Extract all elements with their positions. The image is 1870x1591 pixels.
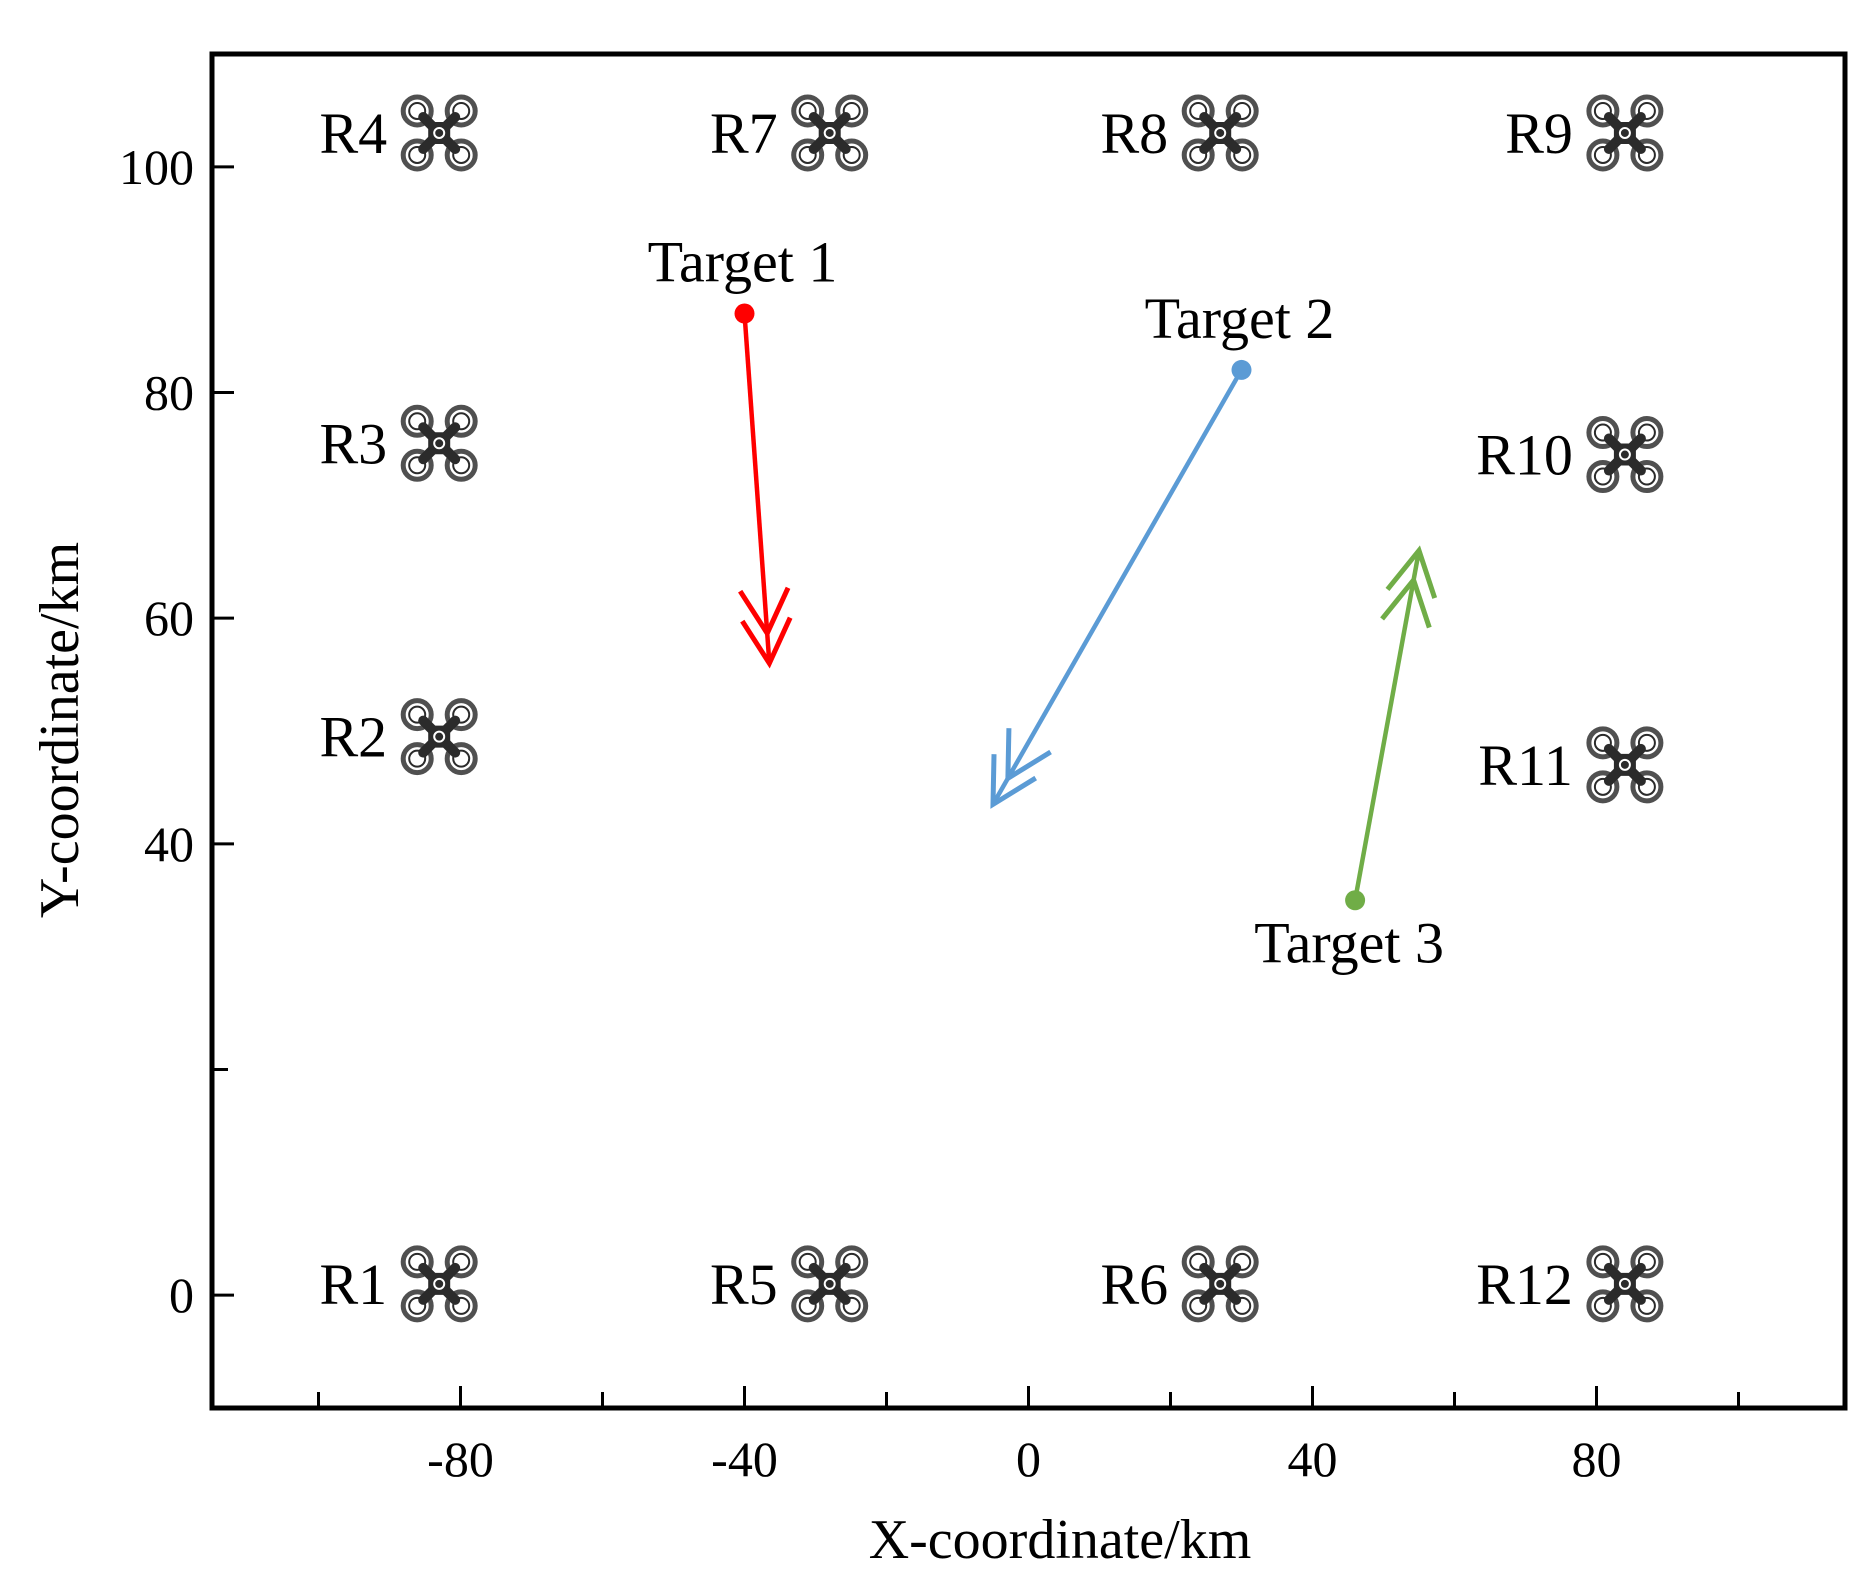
radar-label: R2 — [320, 705, 388, 770]
radar-r7: R7 — [710, 97, 866, 169]
arrowhead — [738, 586, 791, 639]
radar-r1: R1 — [320, 1248, 476, 1320]
radar-label: R11 — [1478, 733, 1573, 798]
x-tick-label: 0 — [1016, 1431, 1041, 1487]
radar-label: R6 — [1101, 1252, 1169, 1317]
radar-stations: R1 R2 R3 R4 R5 R6 R7 R8 R9 R10 R11 R12 — [320, 97, 1661, 1320]
radar-label: R7 — [710, 101, 778, 166]
radar-r11: R11 — [1478, 729, 1661, 801]
y-axis-ticks: 0 40 60 80 100 — [119, 139, 234, 1323]
radar-r8: R8 — [1101, 97, 1257, 169]
plot-frame — [209, 51, 1848, 1411]
radar-label: R12 — [1476, 1252, 1573, 1317]
radar-r4: R4 — [320, 97, 476, 169]
radar-r5: R5 — [710, 1248, 866, 1320]
radar-r2: R2 — [320, 701, 476, 773]
track-line — [1352, 550, 1422, 901]
radar-label: R10 — [1476, 423, 1573, 488]
radar-label: R1 — [320, 1252, 388, 1317]
target-start-point — [1231, 359, 1252, 380]
x-axis-ticks: -80 -40 0 40 80 — [317, 1386, 1740, 1487]
target-label: Target 1 — [648, 230, 838, 295]
y-tick-label: 100 — [119, 139, 194, 195]
target-start-point — [734, 303, 755, 324]
x-tick-label: -40 — [711, 1431, 778, 1487]
target-label: Target 3 — [1254, 910, 1444, 975]
y-tick-label: 40 — [144, 816, 194, 872]
y-tick-label: 60 — [144, 590, 194, 646]
y-tick-label: 80 — [144, 365, 194, 421]
arrowhead — [1385, 545, 1438, 599]
radar-r6: R6 — [1101, 1248, 1257, 1320]
y-tick-label: 0 — [169, 1267, 194, 1323]
x-tick-label: 40 — [1288, 1431, 1338, 1487]
arrowhead — [1005, 728, 1052, 783]
radar-label: R8 — [1101, 101, 1169, 166]
radar-label: R5 — [710, 1252, 778, 1317]
target-track-3: Target 3 — [1254, 545, 1444, 975]
radar-r9: R9 — [1505, 97, 1661, 169]
track-line — [742, 313, 772, 664]
radar-r3: R3 — [320, 407, 476, 479]
radar-r10: R10 — [1476, 419, 1661, 491]
arrowhead — [740, 616, 793, 669]
radar-label: R4 — [320, 101, 388, 166]
target-track-1: Target 1 — [648, 230, 838, 669]
arrowhead — [1380, 574, 1432, 629]
track-line — [991, 368, 1244, 806]
target-tracks: Target 1 Target 2 Target 3 — [648, 230, 1444, 976]
target-label: Target 2 — [1145, 286, 1335, 351]
x-tick-label: -80 — [427, 1431, 494, 1487]
x-tick-label: 80 — [1572, 1431, 1622, 1487]
radar-r12: R12 — [1476, 1248, 1661, 1320]
radar-label: R9 — [1505, 101, 1573, 166]
target-start-point — [1345, 890, 1366, 911]
target-track-2: Target 2 — [990, 286, 1335, 809]
y-axis-label: Y-coordinate/km — [29, 542, 91, 918]
radar-label: R3 — [320, 411, 388, 476]
x-axis-label: X-coordinate/km — [869, 1509, 1252, 1571]
arrowhead — [990, 754, 1037, 809]
